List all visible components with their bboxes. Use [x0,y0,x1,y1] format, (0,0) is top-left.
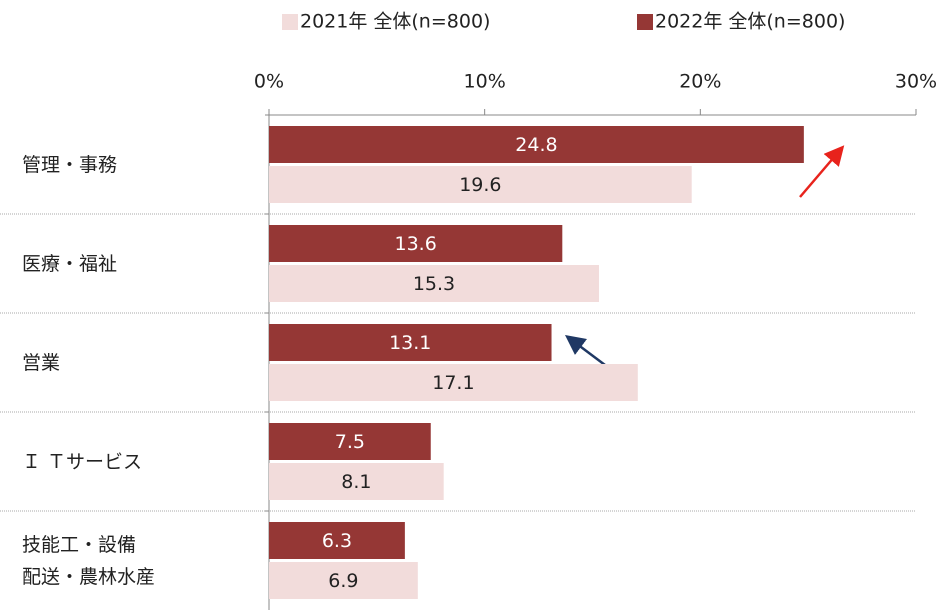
bar [269,324,552,361]
bar [269,423,431,460]
legend-label: 2021年 全体(n=800) [300,11,490,33]
legend-label: 2022年 全体(n=800) [655,11,845,33]
category-label: 医療・福祉 [22,252,118,275]
legend-swatch [282,14,298,30]
category-label: Ｉ Ｔサービス [22,450,143,473]
x-tick-label: 30% [895,71,937,93]
up-arrow [799,145,845,198]
value-label: 24.8 [515,134,557,156]
value-label: 8.1 [341,471,371,493]
bar [269,463,444,500]
category-label: 技能工・設備 配送・農林水産 [22,533,156,588]
x-tick-label: 20% [679,71,721,93]
bar [269,265,599,302]
value-label: 6.9 [328,570,358,592]
value-label: 13.1 [389,332,431,354]
value-label: 7.5 [335,431,365,453]
x-tick-label: 10% [464,71,506,93]
value-label: 17.1 [432,372,474,394]
legend-swatch [637,14,653,30]
bar [269,364,638,401]
value-label: 15.3 [413,273,455,295]
value-label: 13.6 [394,233,436,255]
value-label: 6.3 [322,530,352,552]
bar [269,562,418,599]
category-label: 営業 [22,351,61,374]
bar [269,126,804,163]
bar [269,225,563,262]
bar [269,522,405,559]
x-tick-label: 0% [254,71,284,93]
bar [269,166,692,203]
value-label: 19.6 [459,174,501,196]
category-label: 管理・事務 [22,153,118,176]
